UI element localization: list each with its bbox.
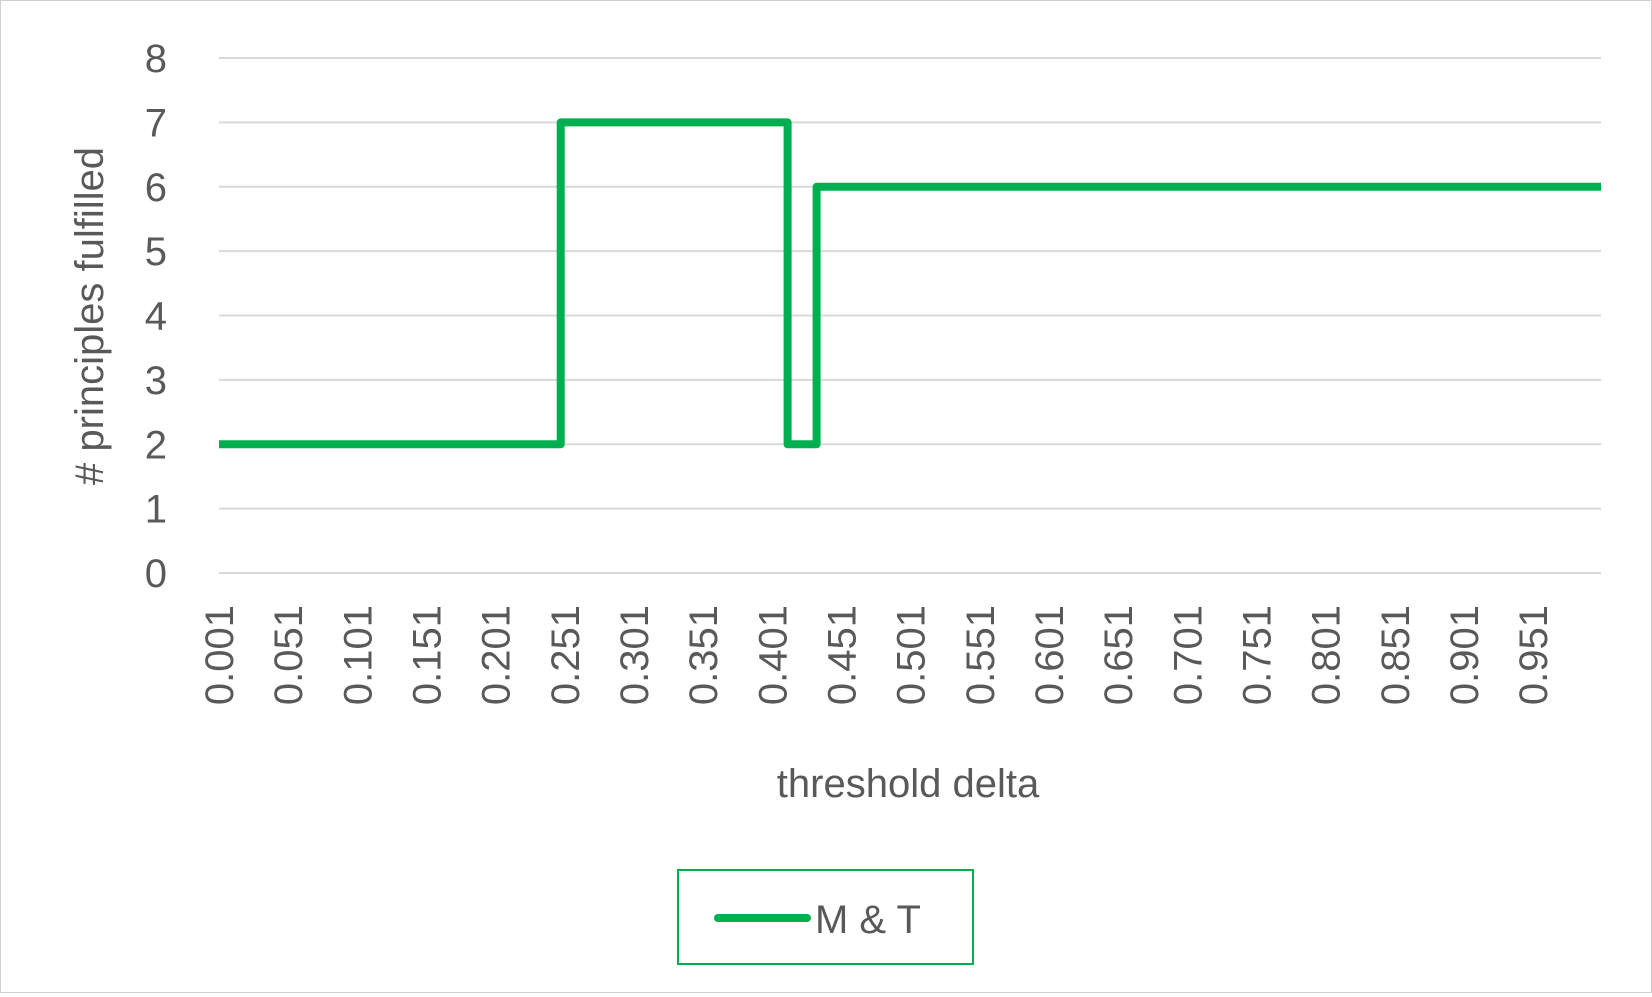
x-tick-label: 0.301 [613,605,657,705]
y-tick-label: 3 [145,359,167,403]
x-axis-label: threshold delta [777,762,1040,806]
x-tick-label: 0.701 [1166,605,1210,705]
y-tick-label: 7 [145,101,167,145]
x-tick-label: 0.101 [336,605,380,705]
y-tick-label: 2 [145,423,167,467]
x-tick-label: 0.601 [1028,605,1072,705]
x-tick-label: 0.401 [751,605,795,705]
x-tick-label: 0.651 [1097,605,1141,705]
x-tick-label: 0.451 [821,605,865,705]
y-tick-label: 1 [145,488,167,532]
series-line-0 [219,118,1601,449]
x-tick-label: 0.751 [1236,605,1280,705]
x-tick-label: 0.551 [959,605,1003,705]
x-tick-label: 0.051 [267,605,311,705]
x-tick-label: 0.901 [1443,605,1487,705]
x-tick-label: 0.001 [198,605,242,705]
y-tick-label: 8 [145,37,167,81]
x-tick-labels: 0.001 0.051 0.101 0.151 0.201 0.251 0.301 0.351… [198,605,1556,705]
y-tick-label: 5 [145,230,167,274]
y-axis-label: # principles fulfilled [68,147,112,485]
legend: M & T [677,869,974,965]
legend-label: M & T [815,898,921,942]
y-tick-label: 6 [145,166,167,210]
x-tick-label: 0.501 [890,605,934,705]
x-tick-label: 0.151 [406,605,450,705]
x-tick-label: 0.251 [544,605,588,705]
x-tick-label: 0.351 [682,605,726,705]
y-tick-label: 0 [145,552,167,596]
y-tick-labels: 0 1 2 3 4 5 6 7 8 [145,37,167,596]
x-tick-label: 0.851 [1374,605,1418,705]
x-tick-label: 0.201 [475,605,519,705]
x-tick-label: 0.801 [1305,605,1349,705]
y-tick-label: 4 [145,295,167,339]
grid-layer [219,57,1601,574]
x-tick-label: 0.951 [1512,605,1556,705]
series-layer [219,118,1601,449]
